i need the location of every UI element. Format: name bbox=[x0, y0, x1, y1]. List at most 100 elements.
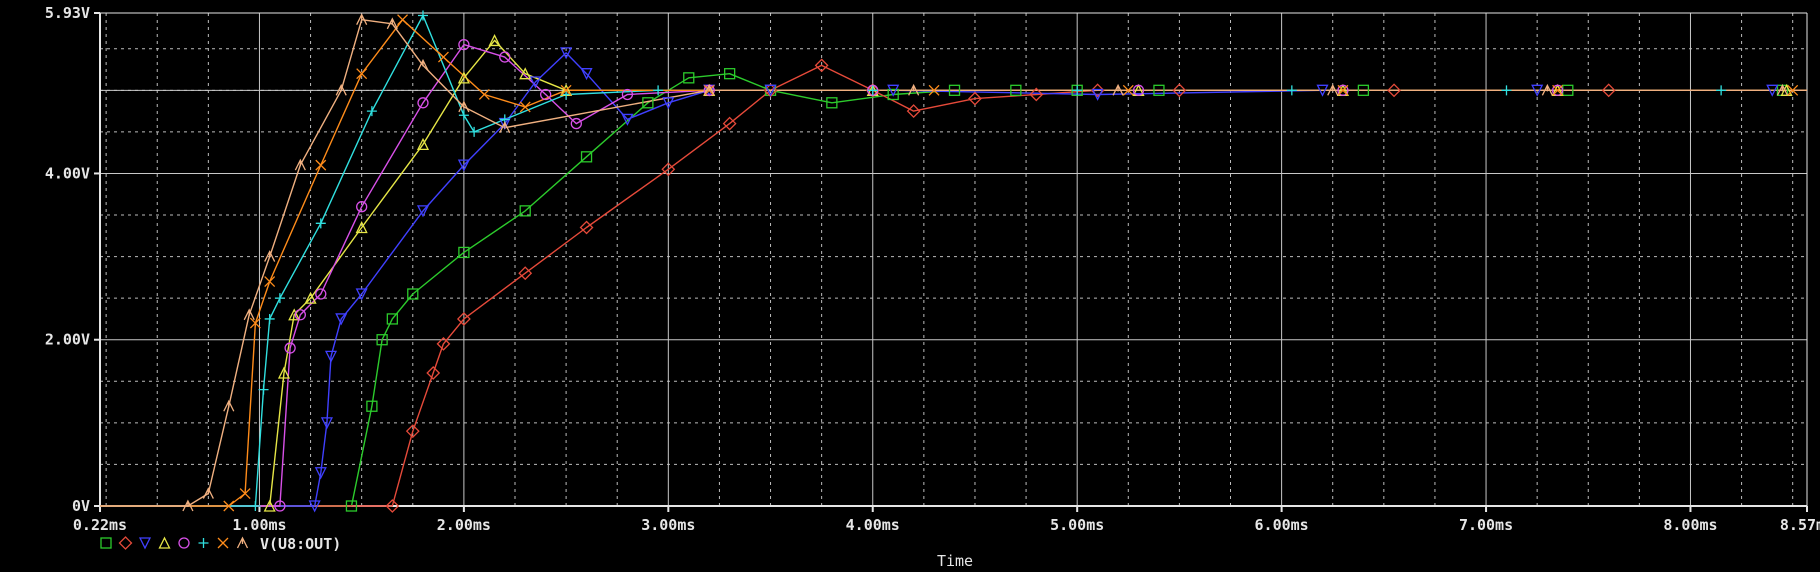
x-tick-label: 8.00ms bbox=[1663, 516, 1717, 534]
data-point-lambda bbox=[264, 250, 276, 262]
data-point-x bbox=[1552, 84, 1564, 96]
data-point-plus bbox=[653, 85, 664, 96]
data-point-x bbox=[928, 84, 940, 96]
data-point-square bbox=[723, 68, 736, 80]
data-point-lambda bbox=[703, 83, 715, 96]
data-point-circle bbox=[1337, 84, 1349, 96]
data-point-triangle-up bbox=[263, 499, 276, 512]
data-point-plus bbox=[366, 106, 377, 117]
data-point-x bbox=[1337, 84, 1349, 96]
legend-marker-plus bbox=[198, 538, 209, 548]
data-point-triangle-up bbox=[355, 221, 368, 234]
data-point-triangle-down bbox=[335, 313, 348, 326]
data-point-plus bbox=[458, 110, 469, 121]
data-point-square bbox=[642, 97, 654, 109]
legend: V(U8:OUT) bbox=[100, 535, 341, 553]
data-point-diamond bbox=[426, 366, 441, 380]
data-point-lambda bbox=[1776, 83, 1789, 96]
data-point-plus bbox=[418, 10, 429, 21]
y-tick-label: 4.00V bbox=[45, 164, 90, 182]
data-point-triangle-down bbox=[416, 205, 430, 218]
legend-marker-square bbox=[100, 537, 112, 549]
data-point-square bbox=[407, 288, 419, 300]
data-point-x bbox=[1787, 84, 1799, 96]
grid bbox=[100, 13, 1807, 506]
data-point-triangle-down bbox=[580, 68, 593, 81]
data-point-lambda bbox=[243, 308, 255, 321]
data-point-lambda bbox=[356, 13, 368, 25]
data-point-x bbox=[264, 276, 276, 287]
y-tick-label: 0V bbox=[72, 497, 90, 515]
data-point-triangle-up bbox=[519, 67, 532, 80]
data-point-diamond bbox=[1387, 83, 1401, 98]
data-point-x bbox=[437, 51, 449, 63]
x-tick-label: 3.00ms bbox=[641, 516, 695, 534]
data-point-plus bbox=[1072, 85, 1083, 96]
data-point-triangle-down bbox=[308, 500, 321, 513]
data-point-triangle-down bbox=[621, 113, 634, 126]
data-point-triangle-up bbox=[457, 71, 470, 84]
data-point-diamond bbox=[1601, 83, 1616, 98]
data-point-square bbox=[386, 313, 398, 325]
data-point-triangle-down bbox=[324, 350, 338, 363]
data-point-lambda bbox=[1112, 83, 1124, 96]
data-point-circle bbox=[315, 288, 327, 300]
data-point-circle bbox=[356, 201, 368, 213]
data-point-circle bbox=[540, 88, 552, 101]
data-point-triangle-down bbox=[560, 47, 573, 60]
data-point-x bbox=[397, 14, 409, 26]
data-point-diamond bbox=[1172, 83, 1187, 98]
x-tick-label: 5.00ms bbox=[1050, 516, 1104, 534]
data-point-diamond bbox=[1090, 83, 1105, 98]
x-tick-label: 1.00ms bbox=[232, 516, 286, 534]
data-point-lambda bbox=[223, 399, 235, 412]
data-point-circle bbox=[621, 88, 634, 101]
data-point-circle bbox=[294, 309, 306, 321]
data-point-circle bbox=[274, 500, 286, 512]
data-point-diamond bbox=[579, 220, 594, 235]
data-point-triangle-down bbox=[529, 76, 542, 89]
data-point-lambda bbox=[182, 499, 194, 512]
legend-marker-lambda bbox=[236, 536, 249, 549]
series-line-lambda bbox=[100, 19, 1807, 507]
data-point-triangle-down bbox=[887, 84, 900, 97]
data-point-square bbox=[948, 84, 961, 96]
data-point-plus bbox=[1716, 85, 1727, 96]
x-tick-label: 8.57ms bbox=[1780, 516, 1820, 534]
legend-marker-x bbox=[217, 537, 229, 549]
data-point-triangle-up bbox=[304, 291, 317, 304]
data-point-diamond bbox=[436, 336, 451, 351]
data-point-diamond bbox=[814, 58, 829, 73]
tick-labels: 0V 2.00V 4.00V 5.93V 0.22ms 1.00ms 2.00ms 3.00m… bbox=[45, 4, 1820, 534]
data-point-triangle-up bbox=[488, 33, 501, 47]
data-point-triangle-down bbox=[662, 97, 675, 110]
data-point-circle bbox=[499, 51, 511, 63]
data-point-triangle-up bbox=[416, 137, 430, 151]
x-axis-label: Time bbox=[937, 552, 973, 570]
data-point-square bbox=[1010, 84, 1022, 96]
data-point-lambda bbox=[499, 121, 511, 134]
data-point-square bbox=[519, 205, 531, 217]
data-point-square bbox=[580, 151, 593, 163]
legend-marker-circle bbox=[178, 537, 190, 549]
data-point-x bbox=[519, 101, 531, 113]
data-point-diamond bbox=[405, 424, 420, 439]
data-point-triangle-down bbox=[457, 159, 470, 172]
x-tick-label: 7.00ms bbox=[1459, 516, 1513, 534]
data-point-circle bbox=[570, 117, 582, 130]
series-line-triangle-down bbox=[100, 52, 1807, 507]
data-point-lambda bbox=[202, 487, 214, 499]
data-point-x bbox=[249, 317, 261, 329]
data-point-circle bbox=[1132, 84, 1145, 96]
data-point-x bbox=[356, 68, 368, 80]
data-point-lambda bbox=[417, 58, 429, 71]
data-point-plus bbox=[264, 313, 275, 324]
legend-marker-diamond bbox=[118, 536, 133, 550]
x-tick-label: 4.00ms bbox=[846, 516, 900, 534]
data-point-diamond bbox=[1029, 87, 1044, 102]
y-tick-label: 2.00V bbox=[45, 331, 90, 349]
data-point-circle bbox=[458, 38, 470, 51]
data-point-triangle-down bbox=[1316, 84, 1329, 97]
